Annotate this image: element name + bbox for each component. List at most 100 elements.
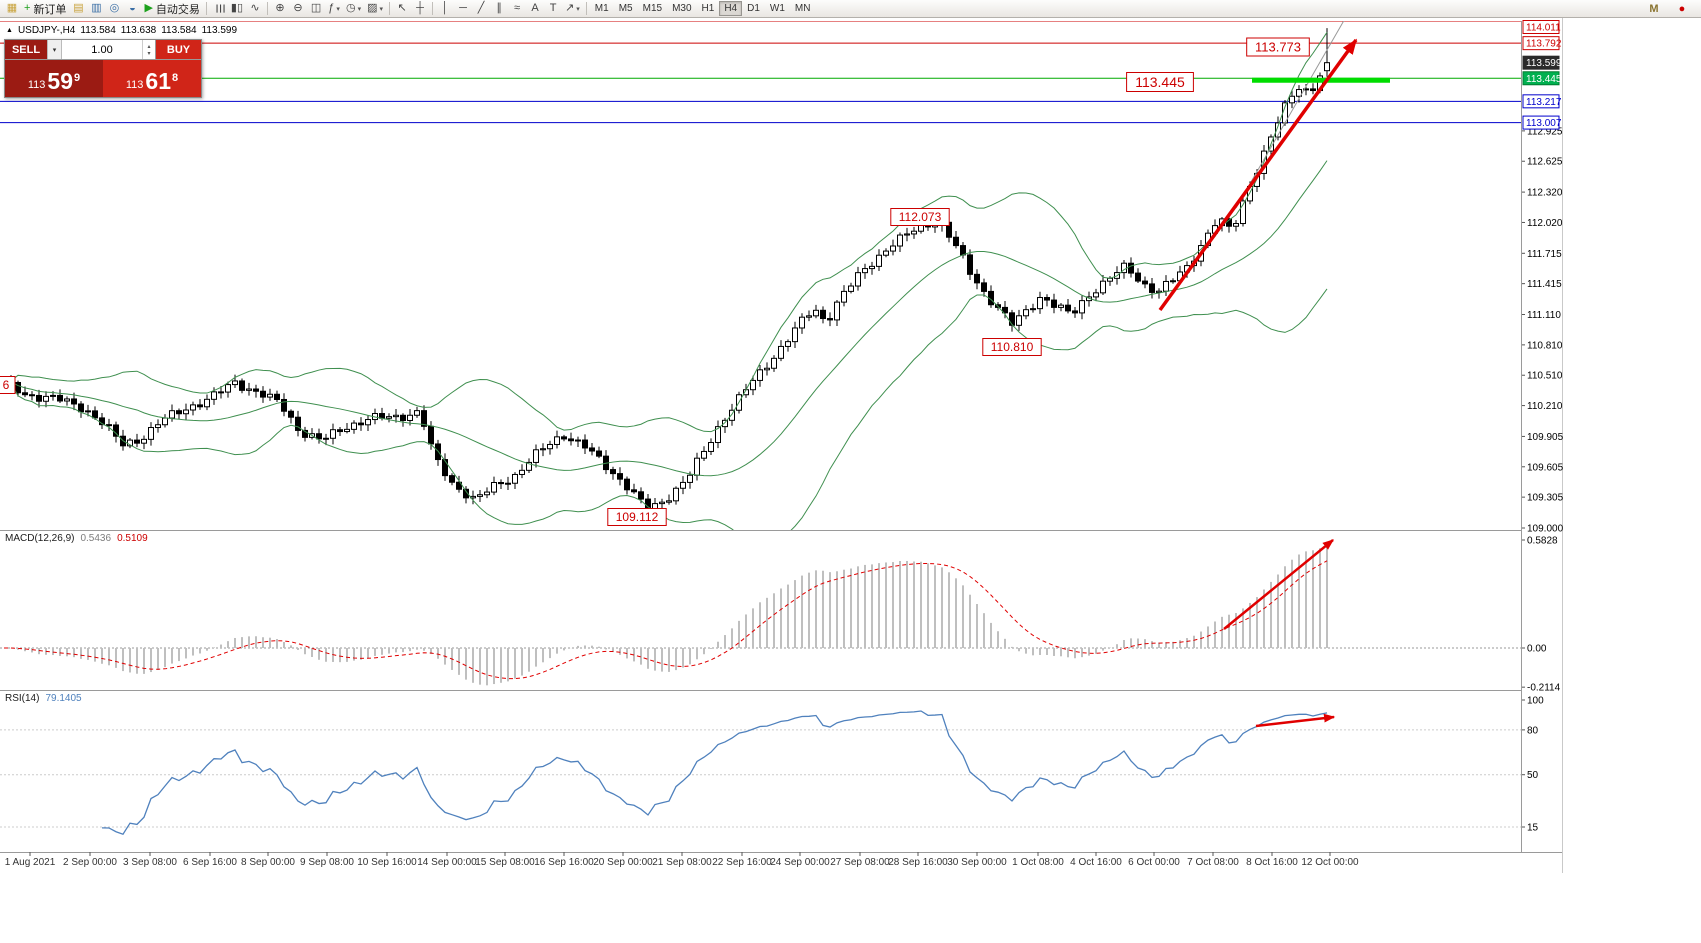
- candle-body: [512, 473, 518, 484]
- navigator-icon[interactable]: ◎: [105, 1, 123, 17]
- price-pane: [0, 21, 1521, 530]
- candle-body: [764, 367, 770, 371]
- text-icon[interactable]: A: [526, 1, 544, 17]
- indicators-button-chevron-down-icon[interactable]: ▾: [336, 5, 340, 13]
- timeframe-d1-button[interactable]: D1: [742, 1, 765, 16]
- price-annotation-text: 109.112: [616, 510, 659, 524]
- sell-price-display[interactable]: 113 59 9: [5, 60, 103, 97]
- periods-button[interactable]: ◷ ▾: [343, 1, 364, 17]
- candle-body: [897, 234, 903, 247]
- candle-body: [694, 457, 700, 476]
- channel-icon[interactable]: ∥: [490, 1, 508, 17]
- candle-body: [596, 450, 602, 457]
- candlestick-chart-icon[interactable]: ▮▯: [228, 1, 246, 17]
- indicators-icon: ƒ: [328, 2, 335, 14]
- timeframe-m5-button[interactable]: M5: [614, 1, 638, 16]
- candle-body: [785, 341, 791, 347]
- candle-body: [204, 398, 210, 408]
- time-axis-label: 28 Sep 16:00: [888, 857, 948, 868]
- candle-body: [610, 469, 616, 475]
- candle-body: [673, 487, 679, 502]
- timeframe-h1-button[interactable]: H1: [697, 1, 720, 16]
- zoom-out-icon[interactable]: ⊖: [289, 1, 307, 17]
- timeframe-w1-button[interactable]: W1: [765, 1, 790, 16]
- time-axis-label: 4 Oct 16:00: [1070, 857, 1122, 868]
- order-type-dropdown[interactable]: ▾: [47, 40, 62, 59]
- templates-button[interactable]: ▨ ▾: [364, 1, 386, 17]
- price-scale-badge-text: 113.007: [1526, 118, 1562, 129]
- sell-button[interactable]: SELL: [5, 40, 47, 59]
- candle-body: [1149, 283, 1155, 293]
- trendline-icon[interactable]: ╱: [472, 1, 490, 17]
- volume-spinner[interactable]: ▴ ▾: [142, 40, 155, 59]
- candle-body: [386, 416, 392, 419]
- zoom-in-icon-icon: ⊕: [275, 2, 285, 14]
- candle-body: [1289, 95, 1295, 104]
- price-scale-badge-blue: [1522, 115, 1560, 130]
- timeframe-h4-button[interactable]: H4: [719, 1, 743, 16]
- rsi-name: RSI(14): [5, 693, 40, 704]
- arrow-tools-icon-chevron-down-icon[interactable]: ▾: [576, 5, 580, 13]
- macd-scale-tick: 0.00: [1527, 644, 1547, 655]
- price-scale-badge-text: 113.599: [1526, 58, 1562, 69]
- collapse-arrow-icon[interactable]: ▲: [6, 27, 13, 34]
- bar-chart-icon[interactable]: ☰: [210, 1, 228, 17]
- timeframe-m15-button[interactable]: M15: [638, 1, 667, 16]
- new-order-button-label: 新订单: [33, 3, 67, 16]
- candle-body: [407, 414, 413, 421]
- fibonacci-icon[interactable]: ≈: [508, 1, 526, 17]
- timeframe-m30-button[interactable]: M30: [667, 1, 696, 16]
- live-update-icon[interactable]: ●: [1678, 2, 1686, 15]
- time-axis-label: 6 Oct 00:00: [1128, 857, 1180, 868]
- candle-body: [862, 268, 868, 274]
- templates-button-chevron-down-icon[interactable]: ▾: [379, 5, 384, 13]
- candle-body: [225, 384, 231, 393]
- horizontal-line-icon[interactable]: ─: [454, 1, 472, 17]
- candle-body: [834, 301, 840, 321]
- timeframe-m1-button[interactable]: M1: [590, 1, 614, 16]
- candle-body: [141, 438, 147, 444]
- toolbar-separator: [432, 2, 434, 15]
- zoom-out-icon-icon: ⊖: [293, 2, 303, 14]
- volume-input[interactable]: [62, 40, 142, 59]
- tile-windows-icon[interactable]: ◫: [307, 1, 325, 17]
- buy-price-main: 61: [145, 68, 171, 94]
- crosshair-icon[interactable]: ┼: [411, 1, 429, 17]
- new-chart-icon-icon: ▦: [6, 2, 18, 14]
- candle-body: [274, 393, 280, 400]
- cursor-icon[interactable]: ↖: [393, 1, 411, 17]
- text-label-icon[interactable]: T: [544, 1, 562, 17]
- candle-body: [505, 482, 511, 485]
- arrow-tools-icon[interactable]: ↗ ▾: [562, 1, 583, 17]
- spinner-down-icon[interactable]: ▾: [147, 50, 151, 57]
- market-watch-icon[interactable]: ▤: [69, 1, 87, 17]
- timeframe-mn-button[interactable]: MN: [790, 1, 816, 16]
- candle-body: [1072, 310, 1078, 314]
- mql-community-icon[interactable]: M: [1649, 2, 1659, 15]
- periods-button-chevron-down-icon[interactable]: ▾: [357, 5, 362, 13]
- rsi-line: [101, 710, 1328, 835]
- line-chart-icon[interactable]: ∿: [246, 1, 264, 17]
- indicators-button[interactable]: ƒ ▾: [325, 1, 343, 17]
- new-chart-icon[interactable]: ▦: [3, 1, 21, 17]
- terminal-icon[interactable]: ◒: [123, 1, 141, 17]
- data-window-icon-icon: ▥: [91, 2, 102, 14]
- buy-price-display[interactable]: 113 61 8: [103, 60, 201, 97]
- market-watch-icon-icon: ▤: [73, 2, 84, 14]
- zoom-in-icon[interactable]: ⊕: [271, 1, 289, 17]
- data-window-icon[interactable]: ▥: [87, 1, 105, 17]
- autotrading-button[interactable]: ▶ 自动交易: [141, 1, 202, 17]
- candle-body: [176, 410, 182, 415]
- spinner-up-icon[interactable]: ▴: [147, 43, 151, 50]
- new-order-button[interactable]: + 新订单: [21, 1, 69, 17]
- candle-body: [841, 290, 847, 303]
- candle-body: [883, 250, 889, 256]
- candle-body: [869, 265, 875, 270]
- vertical-line-icon[interactable]: │: [436, 1, 454, 17]
- candle-body: [1142, 280, 1148, 285]
- buy-button[interactable]: BUY: [155, 40, 201, 59]
- buy-price-prefix: 113: [125, 78, 144, 91]
- time-axis-label: 2 Sep 00:00: [63, 857, 117, 868]
- toolbar-right-icons: M ●: [1642, 0, 1698, 18]
